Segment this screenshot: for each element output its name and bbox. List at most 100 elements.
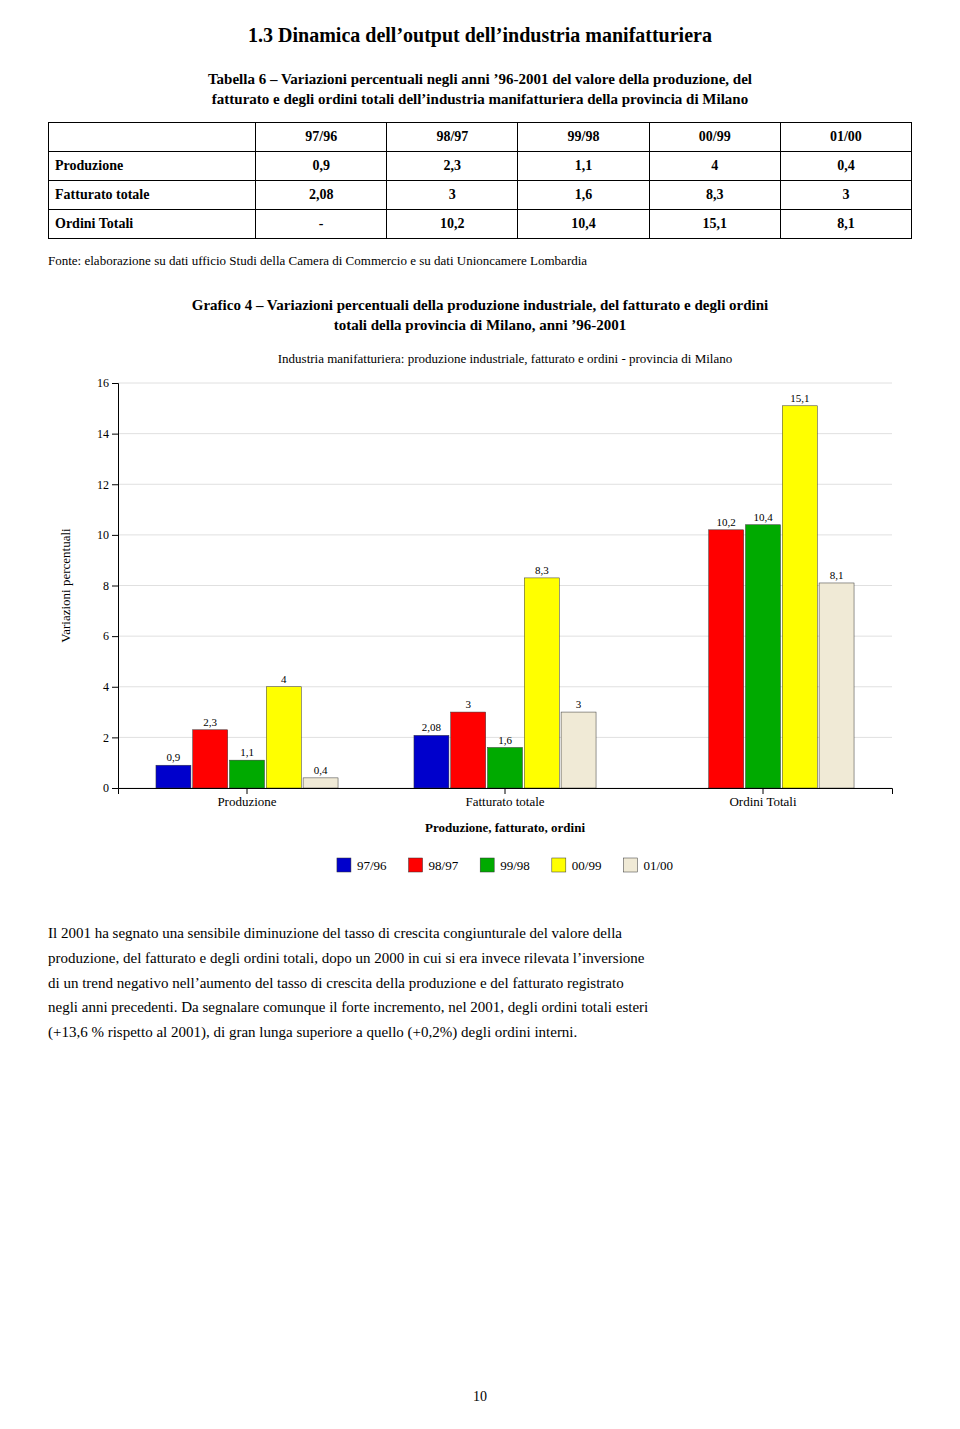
table-cell: Fatturato totale: [49, 180, 256, 209]
legend-label: 98/97: [429, 858, 459, 873]
x-tick: Fatturato totale: [465, 788, 544, 809]
table-header-row: 97/9698/9799/9800/9901/00: [49, 122, 912, 151]
tick-mark: [112, 535, 118, 536]
tick-mark: [112, 434, 118, 435]
tick-label: 16: [97, 376, 109, 390]
table-row: Fatturato totale2,0831,68,33: [49, 180, 912, 209]
page-title: 1.3 Dinamica dell’output dell’industria …: [48, 24, 912, 47]
bar: [709, 530, 744, 788]
tick-label: Ordini Totali: [729, 794, 796, 809]
page-number: 10: [0, 1389, 960, 1405]
table-cell: 8,3: [649, 180, 780, 209]
data-label: 8,1: [830, 569, 844, 581]
tick-label: 12: [97, 478, 109, 492]
x-axis-title: Produzione, fatturato, ordini: [425, 820, 585, 835]
x-tick: Produzione: [217, 788, 276, 809]
table-header-cell: [49, 122, 256, 151]
table-cell: 4: [649, 151, 780, 180]
legend-item: 00/99: [552, 858, 602, 873]
bar: [193, 730, 228, 788]
bar: [488, 748, 523, 789]
table-cell: 2,3: [387, 151, 518, 180]
y-tick: 0: [103, 781, 118, 795]
y-tick: 12: [97, 478, 118, 492]
y-tick: 2: [103, 731, 118, 745]
tick-mark: [763, 788, 764, 794]
data-label: 1,1: [240, 746, 254, 758]
page: 1.3 Dinamica dell’output dell’industria …: [48, 24, 912, 1045]
axis-line: [119, 789, 893, 795]
table-row: Produzione0,92,31,140,4: [49, 151, 912, 180]
legend-swatch: [623, 858, 637, 872]
y-tick: 4: [103, 680, 118, 694]
tick-mark: [505, 788, 506, 794]
tick-mark: [112, 636, 118, 637]
bar: [561, 712, 596, 788]
y-tick: 10: [97, 528, 118, 542]
figure-title: Grafico 4 – Variazioni percentuali della…: [48, 295, 912, 336]
grid-line: [118, 433, 892, 434]
tick-label: 8: [103, 579, 109, 593]
tick-mark: [112, 383, 118, 384]
table-cell: 3: [780, 180, 911, 209]
data-label: 2,08: [422, 721, 442, 733]
legend-item: 98/97: [409, 858, 459, 873]
tick-label: 2: [103, 731, 109, 745]
bar: [266, 687, 301, 788]
table-header-cell: 98/97: [387, 122, 518, 151]
legend-swatch: [480, 858, 494, 872]
y-axis: 0 2 4 6 8 10 12 14 16: [97, 376, 119, 795]
y-tick: 8: [103, 579, 118, 593]
bar: [524, 578, 559, 788]
data-table: 97/9698/9799/9800/9901/00Produzione0,92,…: [48, 122, 912, 239]
tick-label: 6: [103, 629, 109, 643]
legend-swatch: [409, 858, 423, 872]
table-cell: 15,1: [649, 209, 780, 238]
table-cell: 3: [387, 180, 518, 209]
legend-item: 01/00: [623, 858, 673, 873]
data-label: 15,1: [790, 392, 809, 404]
tick-label: Produzione: [217, 794, 276, 809]
data-label: 0,4: [314, 764, 328, 776]
bar: [230, 760, 265, 788]
table-header-cell: 00/99: [649, 122, 780, 151]
y-tick: 16: [97, 376, 118, 390]
tick-mark: [112, 788, 118, 789]
table-cell: Ordini Totali: [49, 209, 256, 238]
legend: 97/96 98/97 99/98 00/99 01/00: [337, 858, 673, 873]
bar: [414, 735, 449, 788]
x-axis: Produzione Fatturato totale Ordini Totali: [119, 788, 893, 809]
chart: Industria manifatturiera: produzione ind…: [48, 343, 912, 903]
data-label: 10,4: [753, 511, 773, 523]
chart-title: Industria manifatturiera: produzione ind…: [278, 351, 733, 366]
table-title: Tabella 6 – Variazioni percentuali negli…: [48, 69, 912, 110]
tick-label: 14: [97, 427, 109, 441]
table-cell: -: [256, 209, 387, 238]
bar: [303, 778, 338, 788]
table-cell: 1,1: [518, 151, 649, 180]
table-cell: 10,2: [387, 209, 518, 238]
data-label: 8,3: [535, 564, 549, 576]
data-label: 2,3: [203, 716, 217, 728]
table-cell: 10,4: [518, 209, 649, 238]
bar: [819, 583, 854, 788]
y-tick: 14: [97, 427, 118, 441]
x-tick: Ordini Totali: [729, 788, 796, 809]
data-label: 3: [465, 698, 471, 710]
table-cell: Produzione: [49, 151, 256, 180]
tick-label: 10: [97, 528, 109, 542]
table-cell: 0,4: [780, 151, 911, 180]
bar: [451, 712, 486, 788]
legend-item: 99/98: [480, 858, 530, 873]
data-label: 3: [576, 698, 582, 710]
grid-line: [118, 484, 892, 485]
legend-swatch: [337, 858, 351, 872]
legend-swatch: [552, 858, 566, 872]
tick-label: 0: [103, 781, 109, 795]
y-axis-title: Variazioni percentuali: [58, 528, 73, 643]
table-header-cell: 97/96: [256, 122, 387, 151]
legend-item: 97/96: [337, 858, 387, 873]
tick-label: 4: [103, 680, 109, 694]
bar: [156, 765, 191, 788]
data-label: 10,2: [717, 516, 736, 528]
